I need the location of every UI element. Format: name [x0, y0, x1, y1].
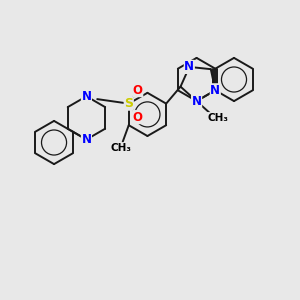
Text: N: N — [210, 84, 220, 97]
Text: O: O — [133, 111, 143, 124]
Text: S: S — [124, 97, 133, 110]
Text: N: N — [81, 133, 92, 146]
Text: N: N — [192, 94, 202, 108]
Text: CH₃: CH₃ — [111, 143, 132, 153]
Text: N: N — [81, 90, 92, 103]
Text: O: O — [133, 84, 143, 97]
Text: CH₃: CH₃ — [207, 112, 228, 123]
Text: N: N — [184, 60, 194, 74]
